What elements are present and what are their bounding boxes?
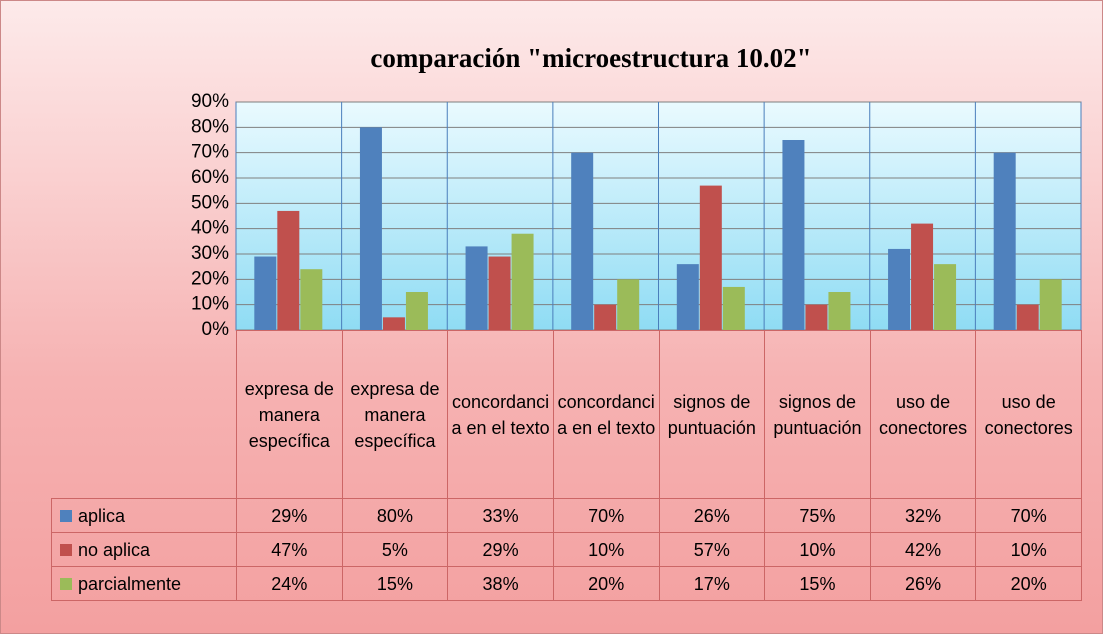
bar <box>888 248 911 330</box>
category-label: uso de conectores <box>975 330 1082 499</box>
bar <box>594 304 617 330</box>
table-value: 26% <box>658 498 766 533</box>
legend-swatch <box>60 577 72 590</box>
bar <box>617 279 640 330</box>
bar <box>382 317 405 330</box>
bar <box>465 246 488 330</box>
bar <box>722 286 745 330</box>
y-tick-label: 90% <box>191 91 229 112</box>
legend-label: no aplica <box>78 539 151 560</box>
y-tick-label: 10% <box>191 294 229 315</box>
bar <box>828 292 851 330</box>
table-value: 47% <box>236 532 343 567</box>
bar <box>359 127 382 330</box>
category-label: expresa de manera específica <box>341 330 449 499</box>
bar <box>805 304 828 330</box>
legend-label: parcialmente <box>78 573 182 594</box>
table-value: 20% <box>975 566 1082 601</box>
bar <box>1039 279 1062 330</box>
table-value: 5% <box>341 532 449 567</box>
table-value: 70% <box>552 498 660 533</box>
y-tick-label: 80% <box>191 116 229 137</box>
y-tick-label: 50% <box>191 192 229 213</box>
category-label: concordancia en el texto <box>447 330 554 499</box>
bar <box>488 256 511 330</box>
bar <box>934 264 957 330</box>
table-value: 80% <box>341 498 449 533</box>
legend-entry: no aplica <box>51 532 237 567</box>
legend-entry: aplica <box>51 498 237 533</box>
bar <box>571 152 594 330</box>
table-value: 10% <box>975 532 1082 567</box>
bar <box>511 233 534 330</box>
bar <box>300 269 323 330</box>
y-tick-label: 70% <box>191 142 229 163</box>
table-value: 24% <box>236 566 343 601</box>
bar <box>1016 304 1039 330</box>
bar <box>782 140 805 330</box>
bar <box>405 292 428 330</box>
table-value: 29% <box>447 532 554 567</box>
legend-swatch <box>60 543 72 556</box>
category-label: uso de conectores <box>869 330 977 499</box>
legend-label: aplica <box>78 505 126 526</box>
bar <box>911 223 934 330</box>
chart-title: comparación "microestructura 10.02" <box>370 43 811 73</box>
category-label: expresa de manera específica <box>236 330 343 499</box>
table-value: 29% <box>236 498 343 533</box>
table-value: 15% <box>341 566 449 601</box>
category-label: signos de puntuación <box>764 330 871 499</box>
y-tick-label: 0% <box>202 319 230 340</box>
table-value: 26% <box>869 566 977 601</box>
table-value: 38% <box>447 566 554 601</box>
legend-swatch <box>60 509 72 522</box>
legend-entry: parcialmente <box>51 566 237 601</box>
table-value: 10% <box>764 532 871 567</box>
table-value: 33% <box>447 498 554 533</box>
table-value: 42% <box>869 532 977 567</box>
bar <box>699 185 722 330</box>
table-value: 20% <box>552 566 660 601</box>
table-value: 75% <box>764 498 871 533</box>
category-label: signos de puntuación <box>658 330 766 499</box>
table-value: 17% <box>658 566 766 601</box>
bar <box>676 264 699 330</box>
y-tick-label: 30% <box>191 243 229 264</box>
bar <box>254 256 277 330</box>
table-value: 70% <box>975 498 1082 533</box>
bar <box>277 210 300 330</box>
table-value: 57% <box>658 532 766 567</box>
table-value: 15% <box>764 566 871 601</box>
table-value: 32% <box>869 498 977 533</box>
category-label: concordancia en el texto <box>552 330 660 499</box>
bar <box>993 152 1016 330</box>
table-value: 10% <box>552 532 660 567</box>
y-tick-label: 60% <box>191 167 229 188</box>
y-tick-label: 40% <box>191 218 229 239</box>
y-tick-label: 20% <box>191 268 229 289</box>
